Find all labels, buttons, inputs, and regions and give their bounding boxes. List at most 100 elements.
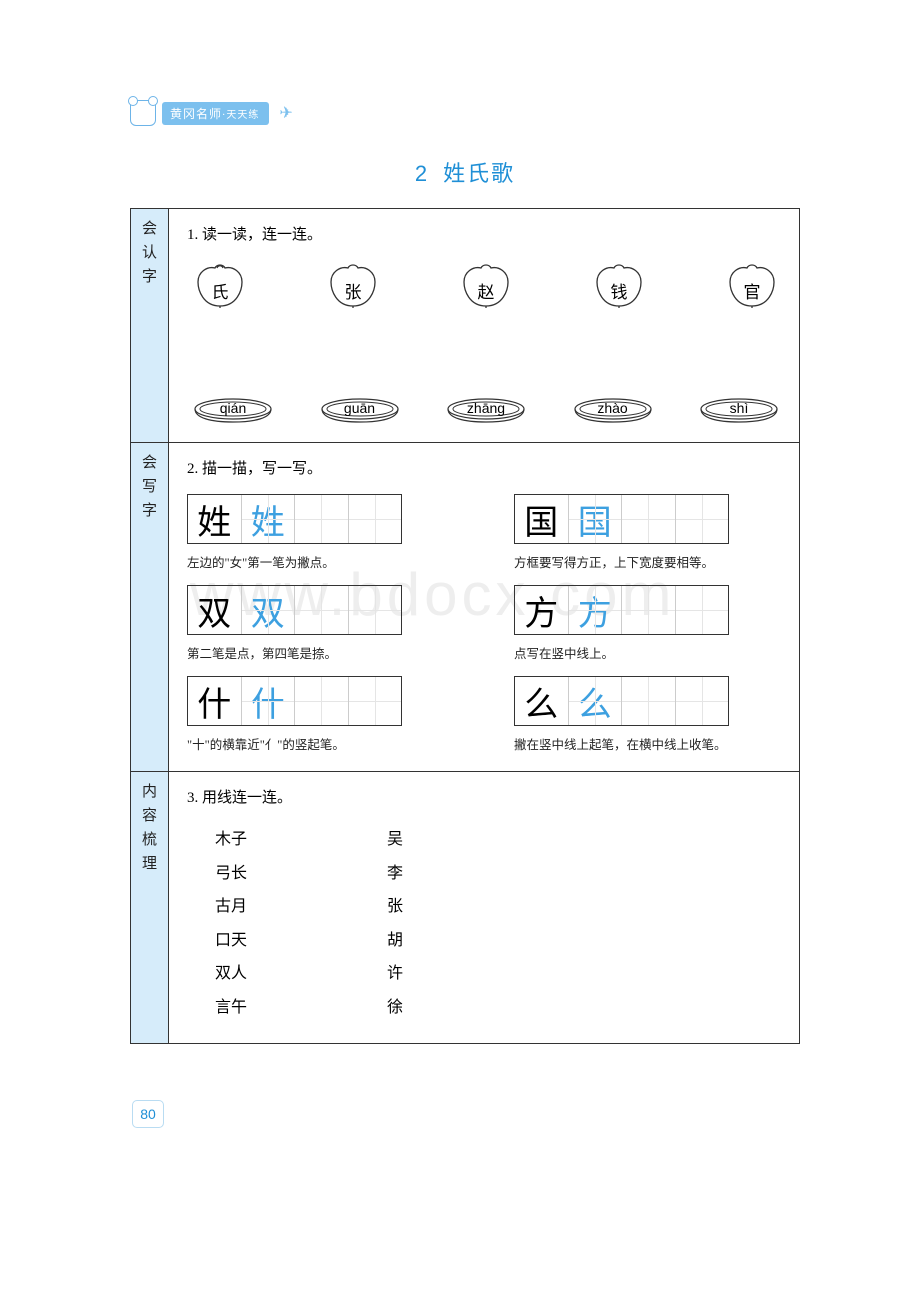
- title-number: 2: [415, 161, 429, 186]
- char-cell-empty[interactable]: [349, 586, 402, 634]
- write-item: 么 么 撇在竖中线上起笔，在横中线上收笔。: [514, 676, 781, 753]
- plate-pinyin: zhāng: [444, 400, 528, 416]
- match-item: 口天: [215, 924, 247, 958]
- sidebar-label-2: 会 写 字: [131, 443, 169, 772]
- badge-main: 黄冈名师: [170, 107, 222, 121]
- peach-char: 赵: [457, 278, 515, 303]
- page-title: 2 姓氏歌: [130, 156, 800, 188]
- char-box-row: 什 什: [187, 676, 402, 726]
- char-cell-model: 方: [515, 586, 569, 634]
- match-item: 弓长: [215, 857, 247, 891]
- badge-sub: ·天天练: [222, 110, 259, 121]
- page-number: 80: [132, 1100, 164, 1128]
- char-cell-trace: 什: [242, 677, 296, 725]
- match-item: 古月: [215, 890, 247, 924]
- sidebar-char: 写: [131, 475, 168, 499]
- peach-item: 张: [324, 260, 382, 308]
- sidebar-char: 字: [131, 265, 168, 289]
- section2-content: 2. 描一描，写一写。 姓 姓 左边的"女"第一笔为撇点。 国: [169, 443, 800, 772]
- section1-content: 1. 读一读，连一连。 氏 张 赵: [169, 209, 800, 443]
- char-cell-model: 姓: [188, 495, 242, 543]
- write-hint: 左边的"女"第一笔为撇点。: [187, 552, 454, 571]
- write-hint: 撇在竖中线上起笔，在横中线上收笔。: [514, 734, 781, 753]
- char-cell-trace: 么: [569, 677, 623, 725]
- char-box-row: 么 么: [514, 676, 729, 726]
- char-box-row: 姓 姓: [187, 494, 402, 544]
- title-text: 姓氏歌: [443, 161, 515, 186]
- instruction-1: 1. 读一读，连一连。: [187, 223, 781, 244]
- plane-icon: ✈: [279, 103, 292, 123]
- match-item: 木子: [215, 823, 247, 857]
- char-cell-empty[interactable]: [295, 677, 349, 725]
- char-cell-empty[interactable]: [349, 495, 402, 543]
- section3-content: 3. 用线连一连。 木子 弓长 古月 口天 双人 言午 吴 李 张 胡: [169, 772, 800, 1044]
- char-cell-trace: 方: [569, 586, 623, 634]
- char-cell-trace: 姓: [242, 495, 296, 543]
- plate-row: qián guān zhāng zhào: [187, 398, 781, 424]
- match-item: 胡: [387, 924, 403, 958]
- peach-char: 氏: [191, 278, 249, 303]
- char-cell-empty[interactable]: [349, 677, 402, 725]
- char-cell-empty[interactable]: [676, 586, 729, 634]
- match-columns: 木子 弓长 古月 口天 双人 言午 吴 李 张 胡 许 徐: [187, 823, 781, 1025]
- write-hint: 点写在竖中线上。: [514, 643, 781, 662]
- header-badge: 黄冈名师·天天练 ✈: [130, 100, 800, 126]
- char-cell-empty[interactable]: [295, 586, 349, 634]
- plate-pinyin: guān: [318, 400, 402, 416]
- match-item: 吴: [387, 823, 403, 857]
- char-cell-model: 么: [515, 677, 569, 725]
- write-hint: 第二笔是点，第四笔是捺。: [187, 643, 454, 662]
- sidebar-char: 容: [131, 804, 168, 828]
- match-item: 许: [387, 957, 403, 991]
- char-cell-empty[interactable]: [622, 586, 676, 634]
- char-cell-model: 什: [188, 677, 242, 725]
- peach-char: 张: [324, 278, 382, 303]
- plate-pinyin: qián: [191, 400, 275, 416]
- char-box-row: 方 方: [514, 585, 729, 635]
- match-item: 言午: [215, 991, 247, 1025]
- char-cell-empty[interactable]: [295, 495, 349, 543]
- write-hint: 方框要写得方正，上下宽度要相等。: [514, 552, 781, 571]
- peach-char: 官: [723, 278, 781, 303]
- write-hint: "十"的横靠近"亻"的竖起笔。: [187, 734, 454, 753]
- match-right: 吴 李 张 胡 许 徐: [387, 823, 403, 1025]
- badge-pill: 黄冈名师·天天练: [162, 102, 269, 125]
- char-cell-empty[interactable]: [622, 495, 676, 543]
- peach-row: 氏 张 赵 钱 官: [187, 260, 781, 308]
- char-cell-empty[interactable]: [622, 677, 676, 725]
- plate-item: guān: [318, 398, 402, 424]
- sidebar-label-3: 内 容 梳 理: [131, 772, 169, 1044]
- char-cell-trace: 双: [242, 586, 296, 634]
- sidebar-char: 认: [131, 241, 168, 265]
- peach-item: 赵: [457, 260, 515, 308]
- peach-item: 钱: [590, 260, 648, 308]
- char-cell-empty[interactable]: [676, 677, 729, 725]
- char-cell-model: 双: [188, 586, 242, 634]
- bear-icon: [130, 100, 156, 126]
- write-item: 方 方 点写在竖中线上。: [514, 585, 781, 662]
- sidebar-char: 梳: [131, 828, 168, 852]
- char-cell-trace: 国: [569, 495, 623, 543]
- write-grid: 姓 姓 左边的"女"第一笔为撇点。 国 国: [187, 494, 781, 753]
- sidebar-char: 字: [131, 499, 168, 523]
- match-item: 张: [387, 890, 403, 924]
- write-item: 国 国 方框要写得方正，上下宽度要相等。: [514, 494, 781, 571]
- plate-pinyin: zhào: [571, 400, 655, 416]
- match-item: 双人: [215, 957, 247, 991]
- write-item: 姓 姓 左边的"女"第一笔为撇点。: [187, 494, 454, 571]
- sidebar-char: 会: [131, 451, 168, 475]
- sidebar-char: 会: [131, 217, 168, 241]
- sidebar-char: 内: [131, 780, 168, 804]
- peach-item: 官: [723, 260, 781, 308]
- plate-item: zhào: [571, 398, 655, 424]
- plate-item: shì: [697, 398, 781, 424]
- char-cell-empty[interactable]: [676, 495, 729, 543]
- match-item: 徐: [387, 991, 403, 1025]
- sidebar-char: 理: [131, 852, 168, 876]
- char-box-row: 国 国: [514, 494, 729, 544]
- char-cell-model: 国: [515, 495, 569, 543]
- peach-item: 氏: [191, 260, 249, 308]
- page-container: 黄冈名师·天天练 ✈ 2 姓氏歌 会 认 字 1. 读一读，连一连。 氏: [130, 100, 800, 1044]
- worksheet-table: 会 认 字 1. 读一读，连一连。 氏 张 赵: [130, 208, 800, 1044]
- plate-item: qián: [191, 398, 275, 424]
